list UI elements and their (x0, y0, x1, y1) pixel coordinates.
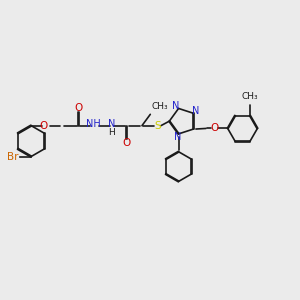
Text: O: O (74, 103, 82, 113)
Text: N: N (108, 119, 115, 129)
Text: O: O (122, 138, 130, 148)
Text: CH₃: CH₃ (242, 92, 258, 101)
Text: NH: NH (86, 119, 101, 129)
Text: H: H (108, 128, 115, 137)
Text: N: N (172, 101, 180, 111)
Text: S: S (154, 121, 161, 130)
Text: O: O (210, 123, 218, 134)
Text: N: N (192, 106, 200, 116)
Text: CH₃: CH₃ (151, 102, 168, 111)
Text: Br: Br (7, 152, 19, 161)
Text: O: O (40, 121, 48, 130)
Text: N: N (174, 132, 181, 142)
